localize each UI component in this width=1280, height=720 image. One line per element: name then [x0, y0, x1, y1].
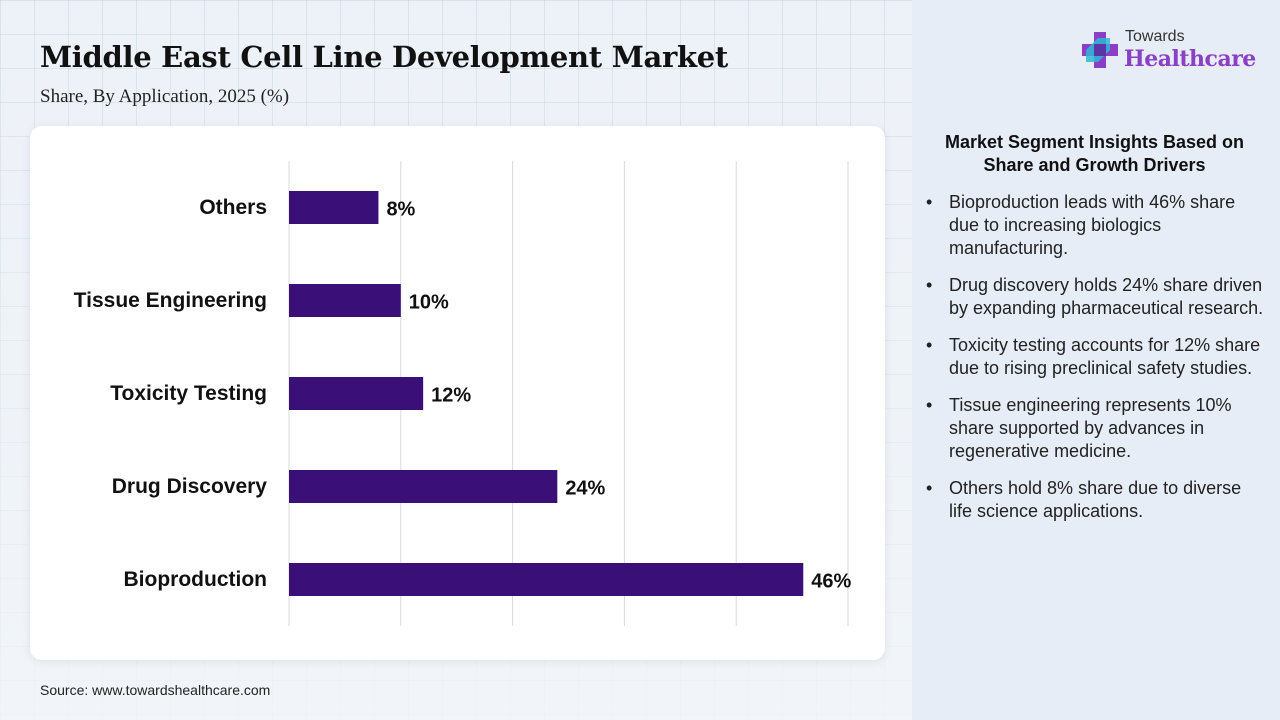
insight-text: Toxicity testing accounts for 12% share …	[949, 335, 1261, 378]
bar-chart: Others 8% Tissue Engineering 10% Toxicity Te…	[74, 161, 852, 626]
insight-text: Tissue engineering represents 10% share …	[949, 395, 1232, 461]
logo-text-healthcare: Healthcare	[1124, 46, 1256, 72]
category-label: Bioproduction	[124, 568, 267, 591]
insight-item: • Bioproduction leads with 46% share due …	[922, 191, 1267, 260]
towards-healthcare-logo: Towards Healthcare	[1080, 28, 1256, 78]
bullet-icon: •	[926, 192, 933, 212]
category-label: Others	[199, 196, 267, 219]
data-label: 24%	[565, 478, 605, 500]
insights-panel-background	[912, 0, 1280, 720]
logo-cross-icon	[1082, 32, 1118, 68]
insight-item: • Toxicity testing accounts for 12% share…	[922, 334, 1267, 380]
bullet-icon: •	[926, 478, 933, 498]
bar	[289, 563, 804, 596]
insight-item: • Others hold 8% share due to diverse lif…	[922, 477, 1267, 523]
bullet-icon: •	[926, 275, 933, 295]
insight-text: Bioproduction leads with 46% share due t…	[949, 192, 1236, 258]
insight-item: • Tissue engineering represents 10% share…	[922, 394, 1267, 463]
page-subtitle: Share, By Application, 2025 (%)	[40, 86, 290, 107]
bullet-icon: •	[926, 395, 933, 415]
category-label: Drug Discovery	[112, 475, 268, 498]
data-label: 12%	[431, 385, 471, 407]
bar	[289, 377, 424, 410]
data-label: 10%	[409, 292, 449, 314]
page-title: Middle East Cell Line Development Market	[40, 40, 729, 74]
insights-section: Market Segment Insights Based on Share a…	[922, 131, 1267, 537]
category-label: Tissue Engineering	[74, 289, 267, 312]
source-note: Source: www.towardshealthcare.com	[40, 682, 271, 698]
insights-list: • Bioproduction leads with 46% share due …	[922, 191, 1267, 523]
bar	[289, 191, 379, 224]
insight-item: • Drug discovery holds 24% share driven b…	[922, 274, 1267, 320]
insight-text: Drug discovery holds 24% share driven by…	[949, 275, 1264, 318]
insight-text: Others hold 8% share due to diverse life…	[949, 478, 1242, 521]
bullet-icon: •	[926, 335, 933, 355]
bar	[289, 470, 558, 503]
data-label: 46%	[811, 571, 851, 593]
category-label: Toxicity Testing	[110, 382, 267, 405]
data-label: 8%	[386, 199, 415, 221]
bar	[289, 284, 401, 317]
logo-text-towards: Towards	[1125, 28, 1185, 45]
insights-title: Market Segment Insights Based on Share a…	[944, 132, 1245, 175]
chart-card: Others 8% Tissue Engineering 10% Toxicity Te…	[30, 126, 885, 660]
